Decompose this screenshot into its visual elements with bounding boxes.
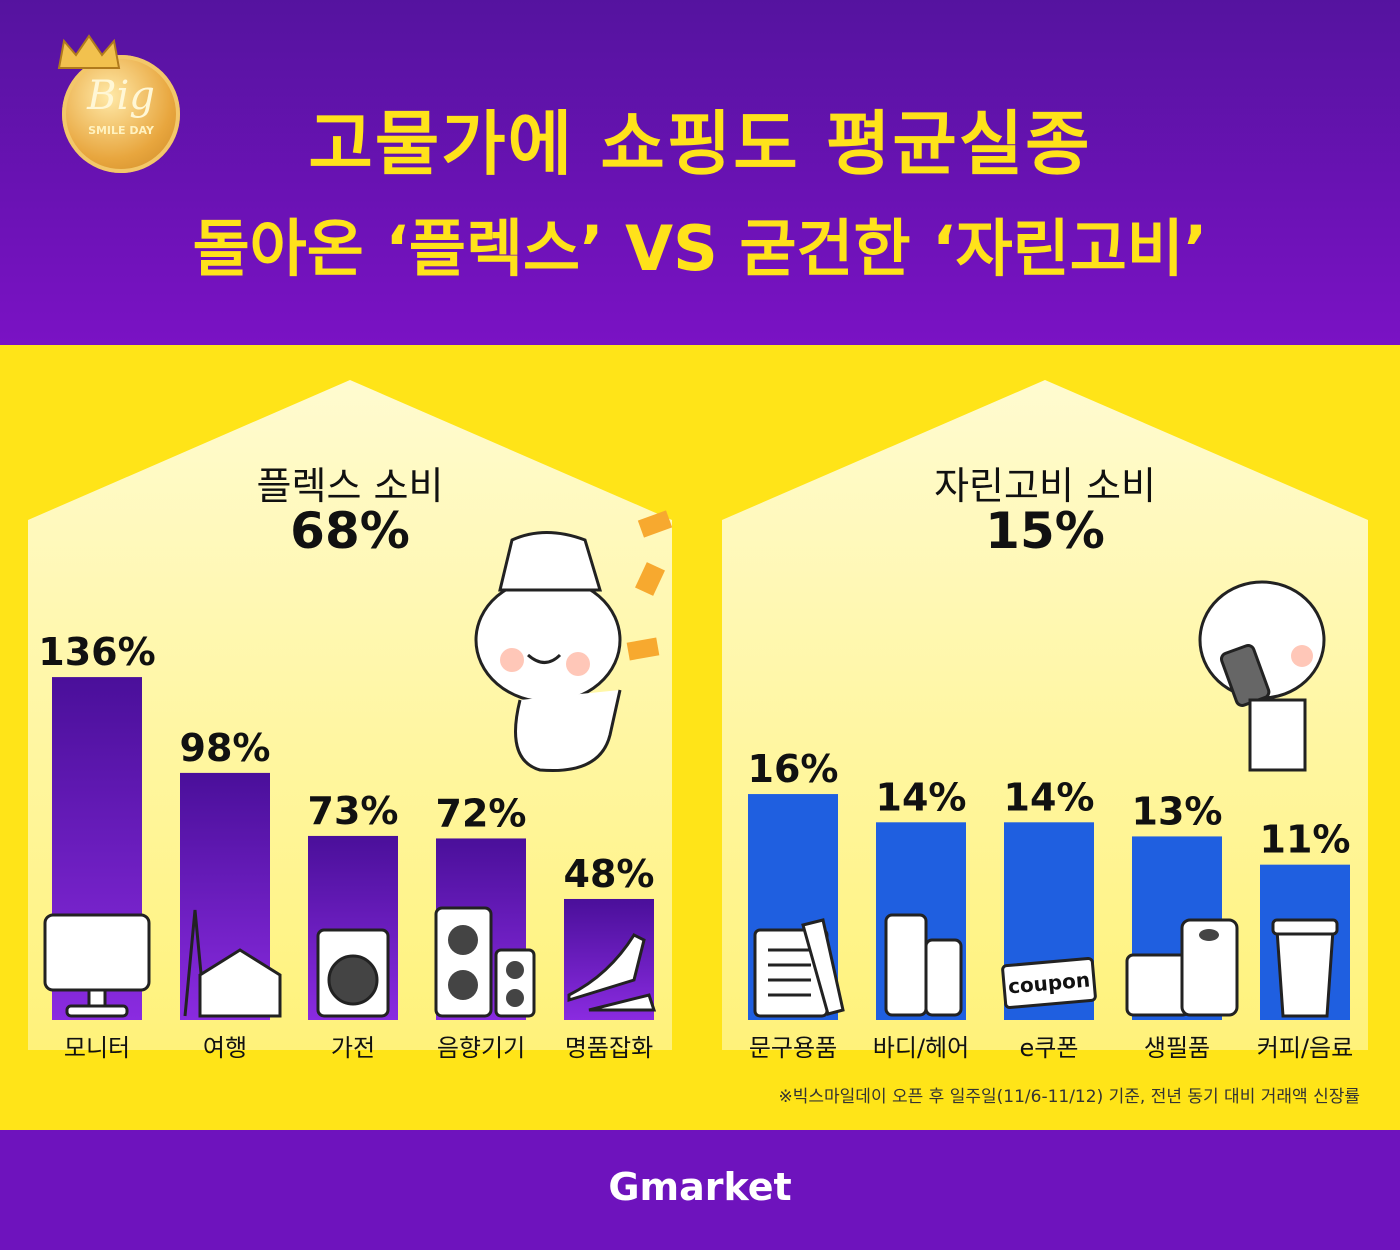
coupon-icon: coupon — [1001, 956, 1097, 1010]
frugal-category-label-2: 바디/헤어 — [873, 1034, 969, 1062]
flex-category-label-4: 음향기기 — [437, 1034, 525, 1062]
frugal-value-label-2: 14% — [876, 775, 967, 819]
flex-summary-percent: 68% — [290, 502, 410, 560]
badge-main-text: Big — [87, 73, 155, 119]
subheadline: 돌아온 ‘플렉스’ VS 굳건한 ‘자린고비’ — [192, 212, 1208, 285]
frugal-character-illustration — [1198, 580, 1326, 772]
frugal-panel-title: 자린고비 소비 — [934, 464, 1156, 508]
flex-category-label-3: 가전 — [331, 1034, 375, 1062]
travel-icon — [183, 909, 282, 1018]
flex-value-label-3: 73% — [308, 789, 399, 833]
right-bar-chart: 16% 문구용품 14% 바디/헤어 14% coupon e쿠폰 13% 생필품 11% 커피/음… — [748, 747, 1354, 1062]
stationery-icon — [753, 918, 845, 1018]
frugal-category-label-4: 생필품 — [1144, 1034, 1210, 1062]
frugal-summary-percent: 15% — [985, 502, 1105, 560]
washer-icon — [316, 928, 390, 1018]
big-smile-day-badge: Big SMILE DAY — [57, 34, 180, 173]
speaker-icon — [434, 906, 536, 1018]
frugal-value-label-5: 11% — [1260, 818, 1351, 862]
flex-value-label-4: 72% — [436, 791, 527, 835]
shoes-icon — [567, 933, 657, 1012]
flex-category-label-5: 명품잡화 — [565, 1034, 653, 1062]
header-banner — [0, 0, 1400, 345]
flex-category-label-2: 여행 — [203, 1034, 247, 1062]
flex-value-label-5: 48% — [564, 852, 655, 896]
bottle-icon — [884, 913, 963, 1017]
crown-icon — [57, 34, 121, 69]
frugal-value-label-3: 14% — [1004, 775, 1095, 819]
footnote: ※빅스마일데이 오픈 후 일주일(11/6-11/12) 기준, 전년 동기 대… — [778, 1087, 1361, 1107]
frugal-category-label-3: e쿠폰 — [1020, 1034, 1079, 1062]
headline: 고물가에 쇼핑도 평균실종 — [308, 103, 1092, 185]
flex-character-illustration — [474, 510, 673, 773]
frugal-category-label-5: 커피/음료 — [1257, 1034, 1353, 1062]
flex-value-label-2: 98% — [180, 726, 271, 770]
tissue-icon — [1125, 918, 1239, 1017]
frugal-category-label-1: 문구용품 — [749, 1034, 837, 1062]
flex-category-label-1: 모니터 — [64, 1034, 130, 1062]
frugal-value-label-1: 16% — [748, 747, 839, 791]
monitor-icon — [43, 913, 151, 1018]
flex-value-label-1: 136% — [38, 630, 155, 674]
coffee-icon — [1271, 918, 1339, 1018]
flex-panel-title: 플렉스 소비 — [256, 464, 444, 508]
gmarket-logo: Gmarket — [608, 1165, 792, 1209]
badge-sub-text: SMILE DAY — [88, 124, 154, 137]
footer-bar — [0, 1130, 1400, 1250]
left-bar-chart: 136% 모니터 98% 여행 73% 가전 72% 음향기기 48% 명품잡화 — [38, 630, 657, 1062]
frugal-value-label-4: 13% — [1132, 789, 1223, 833]
